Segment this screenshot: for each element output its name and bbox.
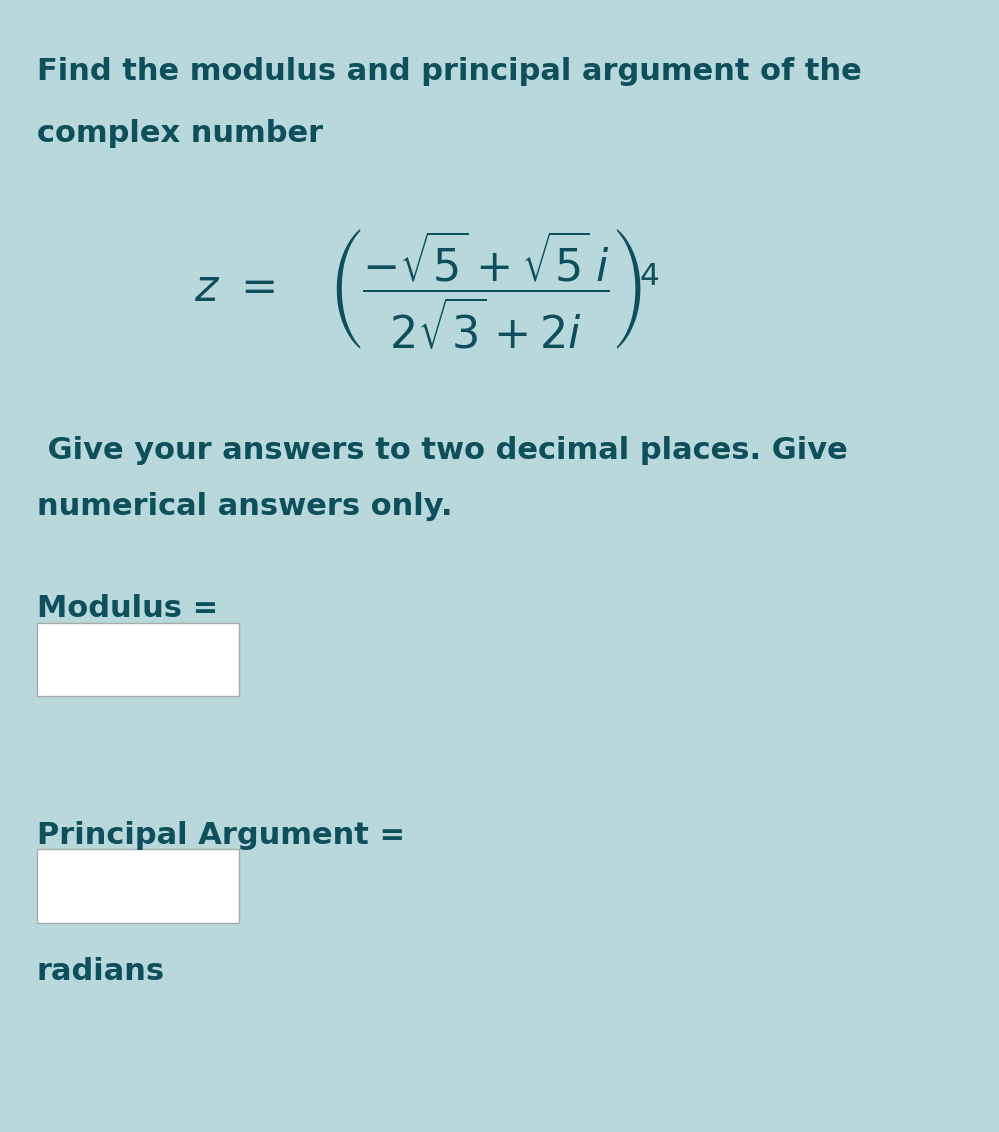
Text: Principal Argument =: Principal Argument = — [37, 821, 405, 850]
Text: Find the modulus and principal argument of the: Find the modulus and principal argument … — [37, 57, 861, 86]
Text: radians: radians — [37, 957, 165, 986]
Text: $z\ =$: $z\ =$ — [194, 267, 276, 310]
FancyBboxPatch shape — [37, 849, 239, 923]
Text: complex number: complex number — [37, 119, 323, 148]
Text: Give your answers to two decimal places. Give: Give your answers to two decimal places.… — [37, 436, 847, 465]
Text: numerical answers only.: numerical answers only. — [37, 492, 453, 522]
Text: $\left(\dfrac{-\sqrt{5}+\sqrt{5}\,i}{2\sqrt{3}+2i}\right)^{\!4}$: $\left(\dfrac{-\sqrt{5}+\sqrt{5}\,i}{2\s… — [331, 226, 659, 351]
FancyBboxPatch shape — [37, 623, 239, 696]
Text: Modulus =: Modulus = — [37, 594, 218, 624]
